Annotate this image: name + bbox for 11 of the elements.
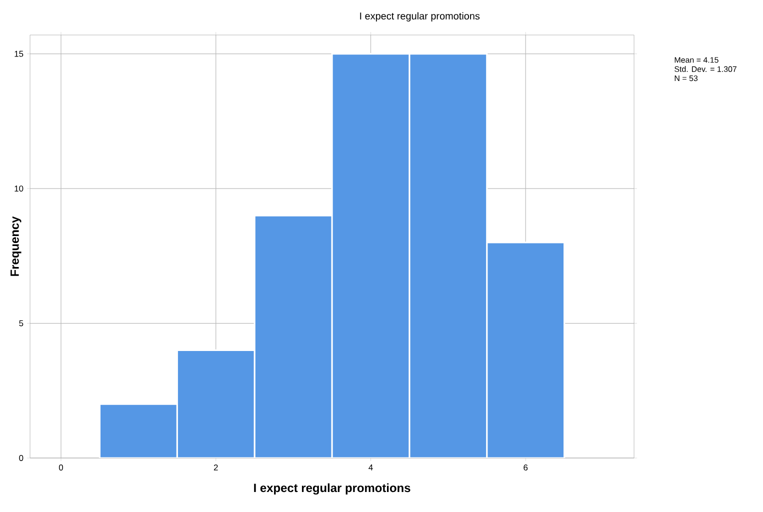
y-tick-label: 5 bbox=[19, 320, 24, 326]
x-axis-title: I expect regular promotions bbox=[254, 483, 410, 495]
y-tick-label: 10 bbox=[14, 186, 24, 192]
x-tick-label: 4 bbox=[368, 464, 373, 470]
x-tick-label: 0 bbox=[58, 464, 64, 470]
y-axis-title: Frequency bbox=[10, 216, 22, 276]
chart-title: I expect regular promotions bbox=[360, 12, 480, 22]
x-tick-label: 2 bbox=[214, 464, 218, 470]
y-tick-label: 15 bbox=[14, 50, 24, 57]
x-tick-label: 6 bbox=[524, 464, 528, 470]
y-tick-label: 0 bbox=[19, 455, 24, 461]
